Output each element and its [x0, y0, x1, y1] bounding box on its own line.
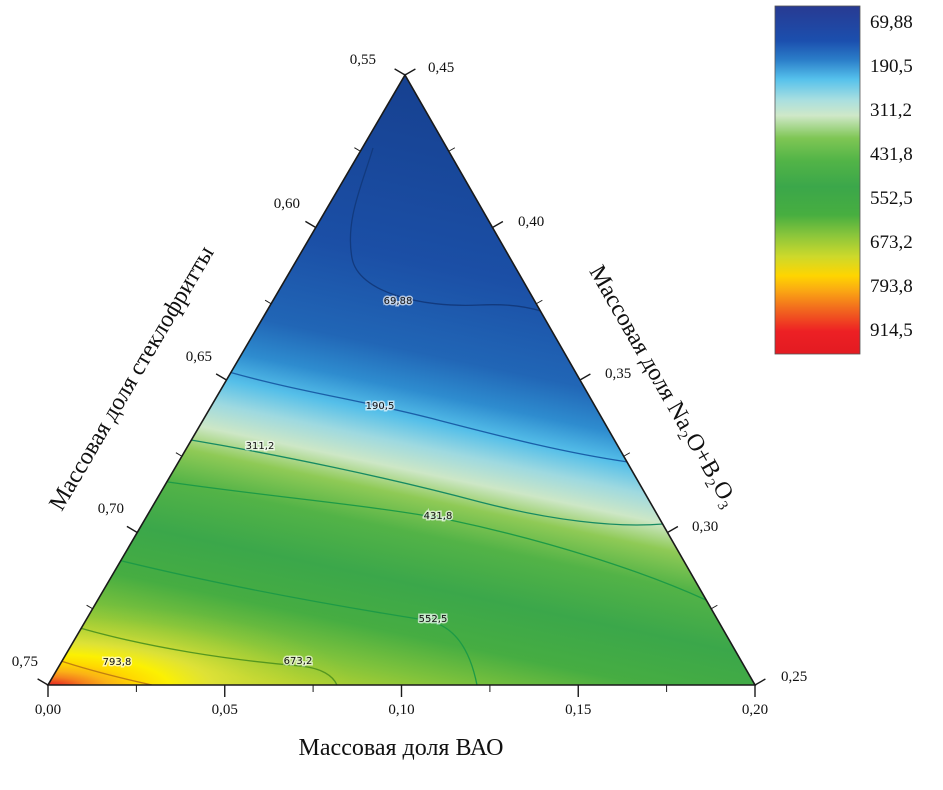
contour-label-69: 69,88	[384, 296, 413, 307]
left-tick-label-0: 0,55	[350, 52, 376, 68]
colorbar-level-3: 431,8	[870, 144, 913, 165]
colorbar-level-4: 552,5	[870, 188, 913, 209]
left-major-ticks	[37, 68, 406, 686]
left-minor-ticks	[86, 147, 361, 610]
left-tick-label-4: 0,75	[12, 654, 38, 670]
contour-line-552	[117, 559, 478, 685]
right-tick-labels: 0,45 0,40 0,35 0,30 0,25	[428, 60, 807, 685]
colorbar-level-6: 793,8	[870, 276, 913, 297]
right-tick-label-3: 0,30	[692, 519, 718, 535]
colorbar-labels: 69,88 190,5 311,2 431,8 552,5 673,2 793,…	[870, 12, 913, 341]
contour-label-793: 793,8	[103, 657, 132, 668]
contour-line-431	[167, 481, 707, 601]
right-tick-label-1: 0,40	[518, 214, 544, 230]
colorbar: 69,88 190,5 311,2 431,8 552,5 673,2 793,…	[774, 5, 913, 355]
bottom-tick-label-4: 0,20	[742, 702, 768, 718]
bottom-tick-label-0: 0,00	[35, 702, 61, 718]
contour-line-793	[57, 659, 153, 685]
contour-labels: 69,88 190,5 311,2 431,8 552,5 673,2 793,…	[101, 295, 454, 670]
left-tick-label-2: 0,65	[186, 349, 212, 365]
bottom-tick-label-1: 0,05	[212, 702, 238, 718]
left-tick-label-3: 0,70	[98, 501, 124, 517]
right-tick-label-2: 0,35	[605, 366, 631, 382]
contour-line-673	[79, 627, 338, 685]
axis-ticks	[37, 68, 766, 697]
axis-title-bottom: Массовая доля ВАО	[299, 735, 504, 761]
bottom-tick-label-3: 0,15	[565, 702, 591, 718]
colorbar-level-0: 69,88	[870, 12, 913, 33]
contour-line-311	[190, 439, 664, 526]
left-tick-labels: 0,55 0,60 0,65 0,70 0,75	[12, 52, 376, 670]
contour-lines	[57, 147, 707, 685]
contour-label-190: 190,5	[366, 401, 395, 412]
colorbar-level-7: 914,5	[870, 320, 913, 341]
contour-line-190	[228, 371, 629, 463]
contour-line-69	[349, 147, 569, 325]
colorbar-level-1: 190,5	[870, 56, 913, 77]
contour-label-311: 311,2	[246, 441, 275, 452]
bottom-tick-labels: 0,00 0,05 0,10 0,15 0,20	[35, 702, 768, 718]
right-tick-label-4: 0,25	[781, 669, 807, 685]
contour-label-552: 552,5	[419, 614, 448, 625]
bottom-major-ticks	[47, 685, 756, 697]
colorbar-level-2: 311,2	[870, 100, 912, 121]
right-major-ticks	[404, 68, 766, 686]
bottom-minor-ticks	[135, 685, 668, 692]
contour-label-673: 673,2	[284, 656, 313, 667]
colorbar-level-5: 673,2	[870, 232, 913, 253]
right-minor-ticks	[448, 147, 718, 610]
left-tick-label-1: 0,60	[274, 196, 300, 212]
colorbar-gradient	[774, 5, 861, 355]
bottom-tick-label-2: 0,10	[388, 702, 414, 718]
right-tick-label-0: 0,45	[428, 60, 454, 76]
contour-label-431: 431,8	[424, 511, 453, 522]
